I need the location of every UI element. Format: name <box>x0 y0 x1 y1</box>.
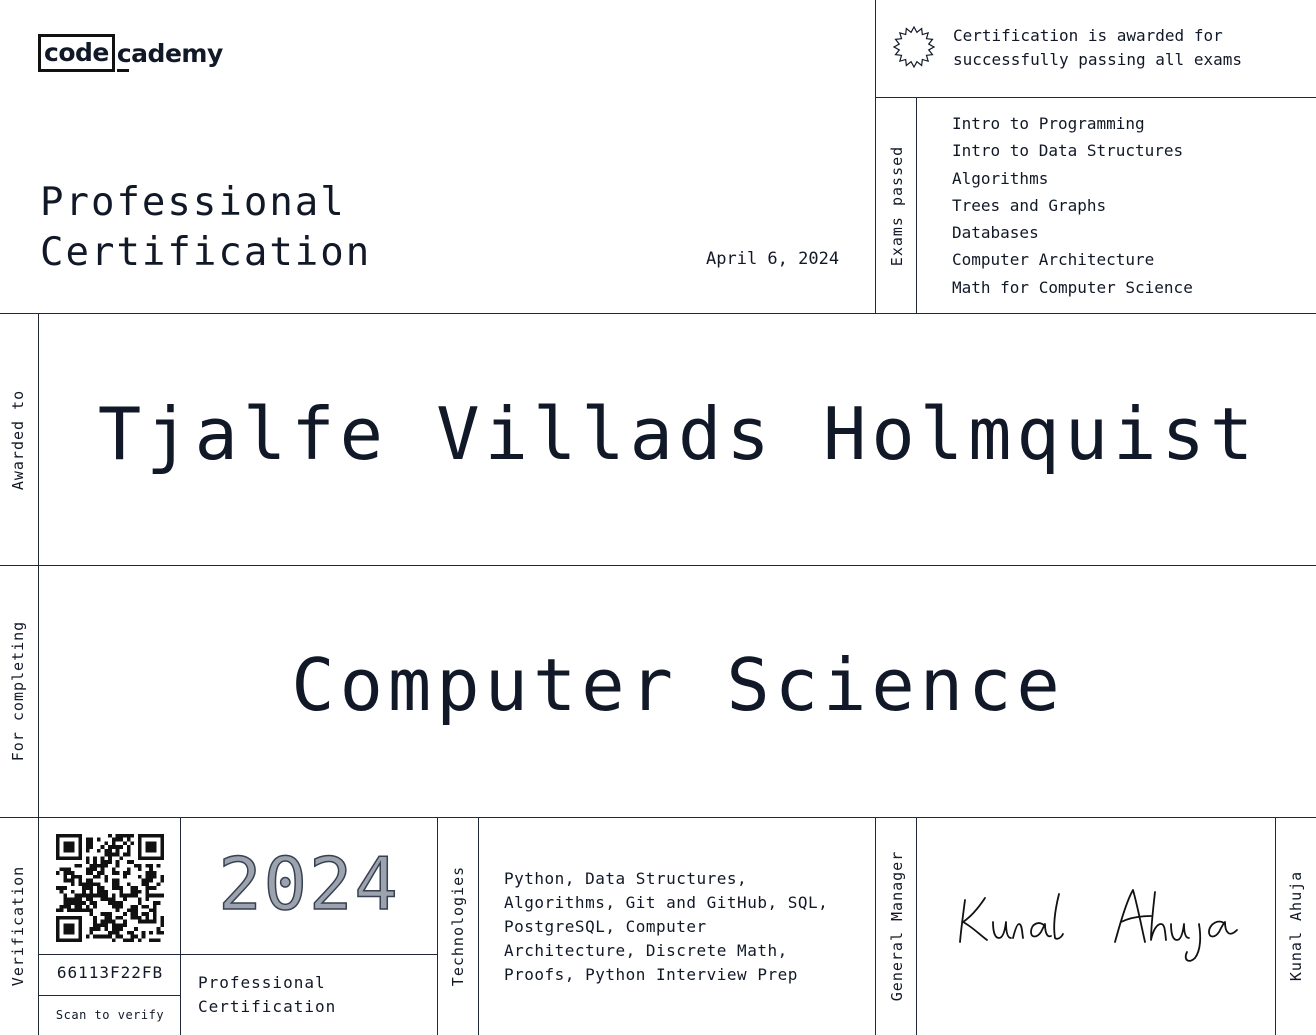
certificate-type: Professional Certification <box>198 971 336 1019</box>
rule-top-right-divider <box>875 0 876 313</box>
technologies-list: Python, Data Structures, Algorithms, Git… <box>504 867 864 987</box>
rule-course-bottom <box>0 817 1316 818</box>
award-note: Certification is awarded for successfull… <box>953 24 1242 72</box>
exam-item: Algorithms <box>952 168 1049 188</box>
rule-tech-label-left <box>437 817 438 1035</box>
verification-label: Verification <box>9 865 27 987</box>
certificate-title: Professional Certification <box>40 178 371 278</box>
scan-to-verify-text: Scan to verify <box>55 1008 165 1022</box>
technologies-line: Architecture, Discrete Math, <box>504 941 788 960</box>
certificate-type-line2: Certification <box>198 997 337 1016</box>
recipient-name: Tjalfe Villads Holmquist <box>97 392 1259 476</box>
signature-image <box>959 889 1238 962</box>
certificate-date: April 6, 2024 <box>706 249 840 269</box>
rule-exams-top <box>875 97 1316 98</box>
award-note-line2: successfully passing all exams <box>953 50 1242 69</box>
for-completing-label: For completing <box>9 620 27 762</box>
certificate-id: 66113F22FB <box>56 963 164 982</box>
exam-item: Intro to Programming <box>952 114 1145 133</box>
exam-item: Databases <box>952 223 1039 243</box>
codecademy-logo: code cademy <box>38 34 223 72</box>
rule-name-label-left <box>1275 817 1276 1035</box>
exam-item: Intro to Data Structures <box>952 141 1184 161</box>
signatory-name-label: Kunal Ahuja <box>1287 870 1305 982</box>
rule-left-column <box>38 313 39 1035</box>
rule-qr-bottom <box>38 954 437 955</box>
technologies-line: PostgreSQL, Computer <box>504 917 707 936</box>
logo-rest-text: cademy <box>116 39 223 72</box>
technologies-line: Proofs, Python Interview Prep <box>504 965 798 984</box>
exam-item: Computer Architecture <box>952 250 1155 270</box>
exams-label: Exams passed <box>888 145 906 267</box>
general-manager-label: General Manager <box>888 850 906 1002</box>
certificate-year: 2024 <box>218 841 400 927</box>
rule-exams-label-divider <box>916 97 917 313</box>
exam-list: Intro to Programming Intro to Data Struc… <box>952 110 1193 301</box>
certificate-title-line1: Professional <box>40 180 346 225</box>
starburst-icon <box>893 26 935 68</box>
certificate-title-line2: Certification <box>40 230 372 275</box>
rule-name-bottom <box>0 565 1316 566</box>
logo-boxed-text: code <box>38 34 115 72</box>
technologies-line: Python, Data Structures, <box>504 869 748 888</box>
rule-id-bottom <box>38 995 180 996</box>
rule-qr-right <box>180 817 181 1035</box>
rule-tech-label-right <box>478 817 479 1035</box>
rule-header-bottom <box>0 313 1316 314</box>
award-note-line1: Certification is awarded for <box>953 26 1223 45</box>
awarded-to-label: Awarded to <box>9 389 27 491</box>
rule-gm-label-left <box>875 817 876 1035</box>
certificate-type-line1: Professional <box>198 973 326 992</box>
technologies-line: Algorithms, Git and GitHub, SQL, <box>504 893 829 912</box>
exam-item: Math for Computer Science <box>952 277 1193 297</box>
qr-code[interactable] <box>56 834 164 942</box>
exam-item: Trees and Graphs <box>952 195 1107 215</box>
rule-gm-label-right <box>916 817 917 1035</box>
course-name: Computer Science <box>291 643 1065 727</box>
technologies-label: Technologies <box>449 865 467 987</box>
